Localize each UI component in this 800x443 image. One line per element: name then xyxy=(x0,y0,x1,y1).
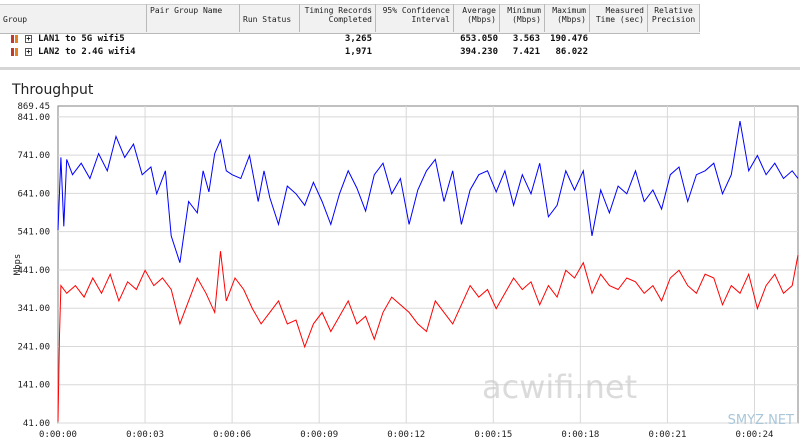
minimum-value: 7.421 xyxy=(512,47,540,57)
x-tick-label: 0:00:24 xyxy=(736,430,774,440)
y-tick-label: 41.00 xyxy=(23,419,50,429)
series-line-1 xyxy=(57,121,799,263)
chart-title: Throughput xyxy=(12,82,94,98)
header-measured-time[interactable]: Measured Time (sec) xyxy=(590,4,648,32)
pair-icon xyxy=(11,35,18,43)
x-tick-label: 0:00:15 xyxy=(474,430,512,440)
corner-watermark: SMYZ.NET xyxy=(727,413,794,428)
series-line-2 xyxy=(57,251,799,422)
results-table: Group Pair Group Name Run Status Timing … xyxy=(0,0,800,70)
x-tick-label: 0:00:03 xyxy=(126,430,164,440)
pair-name: LAN2 to 2.4G wifi4 xyxy=(38,47,136,57)
header-timing-records[interactable]: Timing Records Completed xyxy=(300,4,376,32)
y-tick-label: 869.45 xyxy=(17,102,50,112)
watermark: acwifi.net xyxy=(482,368,638,406)
average-value: 653.050 xyxy=(460,34,498,44)
y-tick-label: 741.00 xyxy=(17,151,50,161)
header-average[interactable]: Average (Mbps) xyxy=(454,4,500,32)
maximum-value: 86.022 xyxy=(555,47,588,57)
minimum-value: 3.563 xyxy=(512,34,540,44)
pair-icon xyxy=(11,48,18,56)
expand-icon[interactable]: + xyxy=(25,35,32,43)
x-tick-label: 0:00:09 xyxy=(300,430,338,440)
header-minimum[interactable]: Minimum (Mbps) xyxy=(500,4,545,32)
y-tick-label: 541.00 xyxy=(17,228,50,238)
table-row[interactable]: + LAN1 to 5G wifi5 3,265 653.050 3.563 1… xyxy=(0,33,700,45)
header-confidence-interval[interactable]: 95% Confidence Interval xyxy=(376,4,454,32)
header-run-status[interactable]: Run Status xyxy=(240,4,300,32)
y-axis-label: Mbps xyxy=(13,254,23,276)
x-tick-label: 0:00:00 xyxy=(39,430,77,440)
pair-name: LAN1 to 5G wifi5 xyxy=(38,34,125,44)
timing-records: 1,971 xyxy=(344,47,372,57)
maximum-value: 190.476 xyxy=(550,34,588,44)
y-tick-label: 341.00 xyxy=(17,304,50,314)
y-tick-label: 241.00 xyxy=(17,342,50,352)
table-row[interactable]: + LAN2 to 2.4G wifi4 1,971 394.230 7.421… xyxy=(0,46,700,58)
table-header-background xyxy=(0,4,700,34)
y-tick-label: 641.00 xyxy=(17,189,50,199)
plot-area xyxy=(57,105,799,424)
header-relative-precision[interactable]: Relative Precision xyxy=(648,4,700,32)
x-tick-label: 0:00:12 xyxy=(387,430,425,440)
y-tick-label: 141.00 xyxy=(17,381,50,391)
average-value: 394.230 xyxy=(460,47,498,57)
header-group[interactable]: Group xyxy=(0,4,147,32)
x-tick-label: 0:00:18 xyxy=(561,430,599,440)
expand-icon[interactable]: + xyxy=(25,48,32,56)
header-maximum[interactable]: Maximum (Mbps) xyxy=(545,4,590,32)
x-tick-label: 0:00:21 xyxy=(648,430,686,440)
y-tick-label: 441.00 xyxy=(17,266,50,276)
header-pair-group-name[interactable]: Pair Group Name xyxy=(147,4,240,32)
x-tick-label: 0:00:06 xyxy=(213,430,251,440)
y-tick-label: 841.00 xyxy=(17,113,50,123)
timing-records: 3,265 xyxy=(344,34,372,44)
pane-splitter[interactable] xyxy=(0,67,800,70)
